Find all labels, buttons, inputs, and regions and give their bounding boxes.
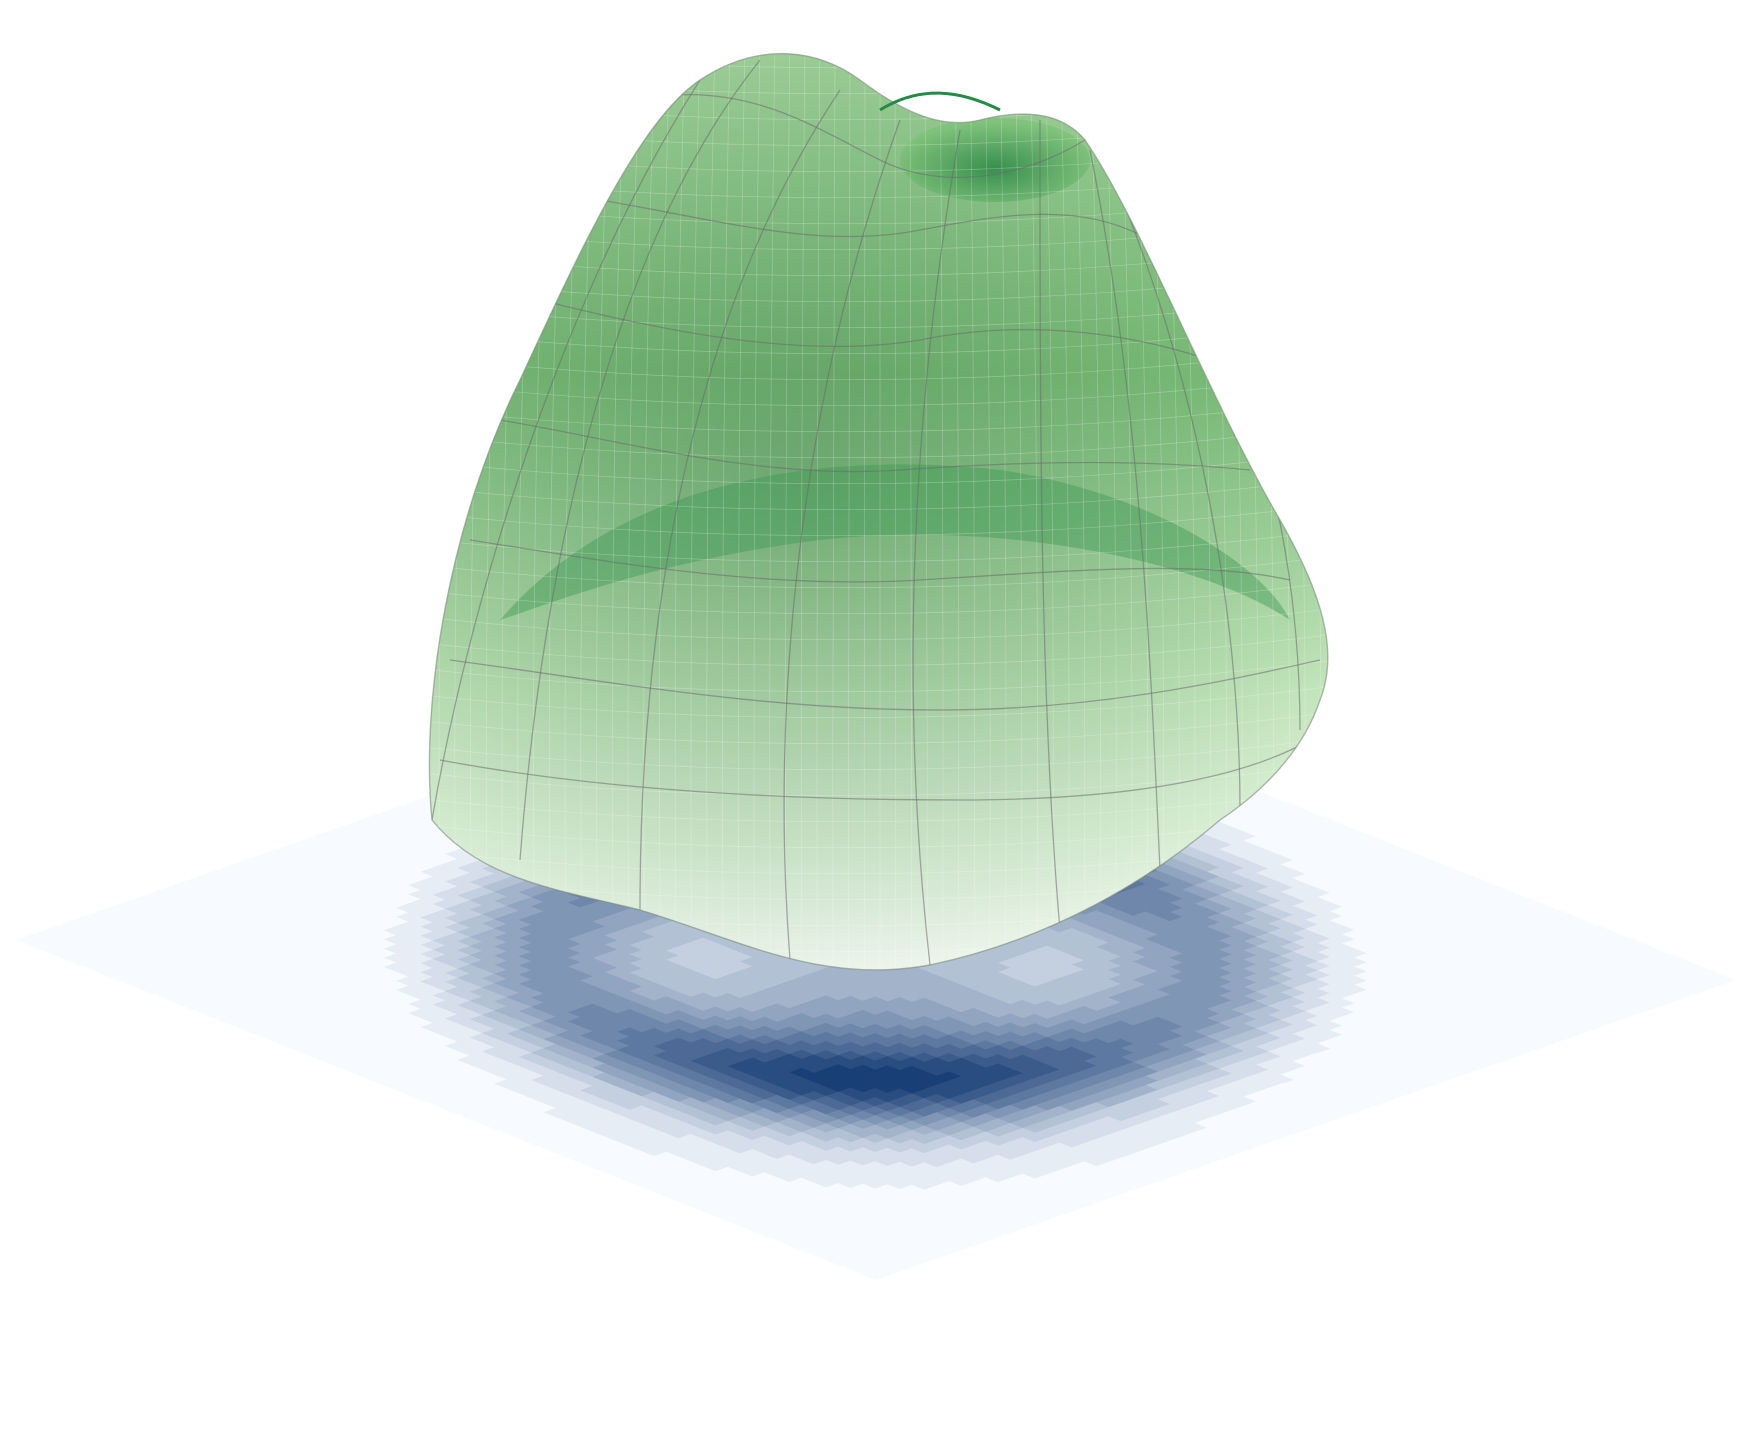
mesh-parallel (439, 739, 1311, 801)
surface-inner-band (500, 464, 1290, 620)
fine-mesh-line (769, 53, 776, 970)
contour-cell (1243, 1101, 1271, 1111)
mesh-meridian (639, 89, 841, 911)
contour-cell (1329, 1025, 1357, 1036)
fine-mesh-line (848, 53, 851, 970)
fine-mesh-line (429, 471, 1328, 511)
contour-cell (1341, 1011, 1369, 1022)
contour-cell (1280, 850, 1307, 861)
mesh-meridian (519, 59, 761, 861)
contour-cell (1305, 1052, 1332, 1063)
contour-cell (1341, 929, 1369, 940)
mesh-parallel (674, 93, 1086, 179)
contour-cell (1268, 1083, 1295, 1094)
surface-ridge (879, 91, 1001, 112)
mesh-parallel (469, 539, 1291, 583)
surface-silhouette (428, 53, 1329, 971)
mesh-parallel (499, 419, 1251, 473)
contour-cell (1354, 980, 1381, 991)
contour-cell (1354, 989, 1381, 1000)
fine-mesh-line (1059, 53, 1070, 970)
contour-cell (1206, 1123, 1234, 1133)
fine-mesh-line (429, 419, 1328, 459)
contour-cell (1317, 883, 1344, 894)
fine-mesh-line (611, 53, 626, 970)
fine-mesh-line (737, 53, 746, 970)
surface-cup (900, 118, 1090, 202)
fine-mesh-line (1044, 53, 1054, 970)
fine-mesh-line (429, 757, 1328, 797)
fine-mesh-line (753, 53, 761, 970)
mesh-parallel (539, 299, 1211, 361)
fine-mesh-line (894, 53, 897, 970)
fine-mesh-line (785, 53, 791, 970)
fine-mesh-line (429, 627, 1328, 667)
surface-outline (428, 53, 1329, 971)
fine-mesh-line (984, 53, 991, 970)
fine-mesh-line (706, 53, 716, 970)
mesh-parallel (449, 659, 1321, 711)
fine-mesh-line (939, 53, 944, 970)
mesh-meridian (431, 79, 701, 821)
fine-mesh-line (429, 575, 1328, 615)
mesh-meridian (1109, 169, 1241, 811)
mesh-meridian (1039, 119, 1061, 931)
fine-mesh-line (1074, 53, 1086, 970)
fine-mesh-line (909, 53, 912, 970)
fine-mesh-line (690, 53, 701, 970)
contour-cell (1292, 1065, 1320, 1076)
contour-cell (1255, 831, 1283, 842)
fine-mesh-line (429, 731, 1328, 771)
fine-mesh-line (863, 53, 866, 970)
fine-mesh-line (429, 705, 1328, 745)
fine-mesh-line (429, 549, 1328, 589)
contour-cell (1341, 1002, 1369, 1013)
fine-mesh-line (659, 53, 671, 970)
contour-cell (1354, 943, 1381, 954)
fine-mesh-line (722, 53, 731, 970)
fine-mesh-line (969, 53, 975, 970)
fine-mesh-line (1089, 53, 1101, 970)
contour-cell (1329, 906, 1357, 917)
fine-mesh-line (1029, 53, 1038, 970)
fine-mesh-line (429, 497, 1328, 537)
fine-mesh-line (627, 53, 641, 970)
mesh-meridian (912, 129, 961, 966)
fine-mesh-line (429, 601, 1328, 641)
fine-mesh-line (674, 53, 686, 970)
fine-mesh-line (429, 679, 1328, 719)
fine-mesh-line (1014, 53, 1023, 970)
contour-cell (1329, 1034, 1357, 1045)
fine-mesh-line (800, 53, 806, 970)
contour-cell (1292, 864, 1320, 875)
mesh-parallel (599, 199, 1151, 241)
fine-mesh-line (999, 53, 1007, 970)
mesh-meridian (1089, 149, 1161, 871)
fine-mesh-line (429, 53, 1328, 69)
mesh-meridian (783, 119, 901, 961)
fine-mesh-line (643, 53, 656, 970)
contour-cell (1354, 971, 1381, 981)
contour-cell (1329, 897, 1357, 908)
contour-cell (1341, 920, 1369, 931)
fine-mesh-line (954, 53, 960, 970)
contour-cell (1354, 961, 1381, 972)
fine-mesh-line (429, 55, 1328, 95)
contour-cell (1354, 952, 1381, 963)
fine-mesh-line (816, 53, 821, 970)
fine-mesh-line (429, 445, 1328, 485)
